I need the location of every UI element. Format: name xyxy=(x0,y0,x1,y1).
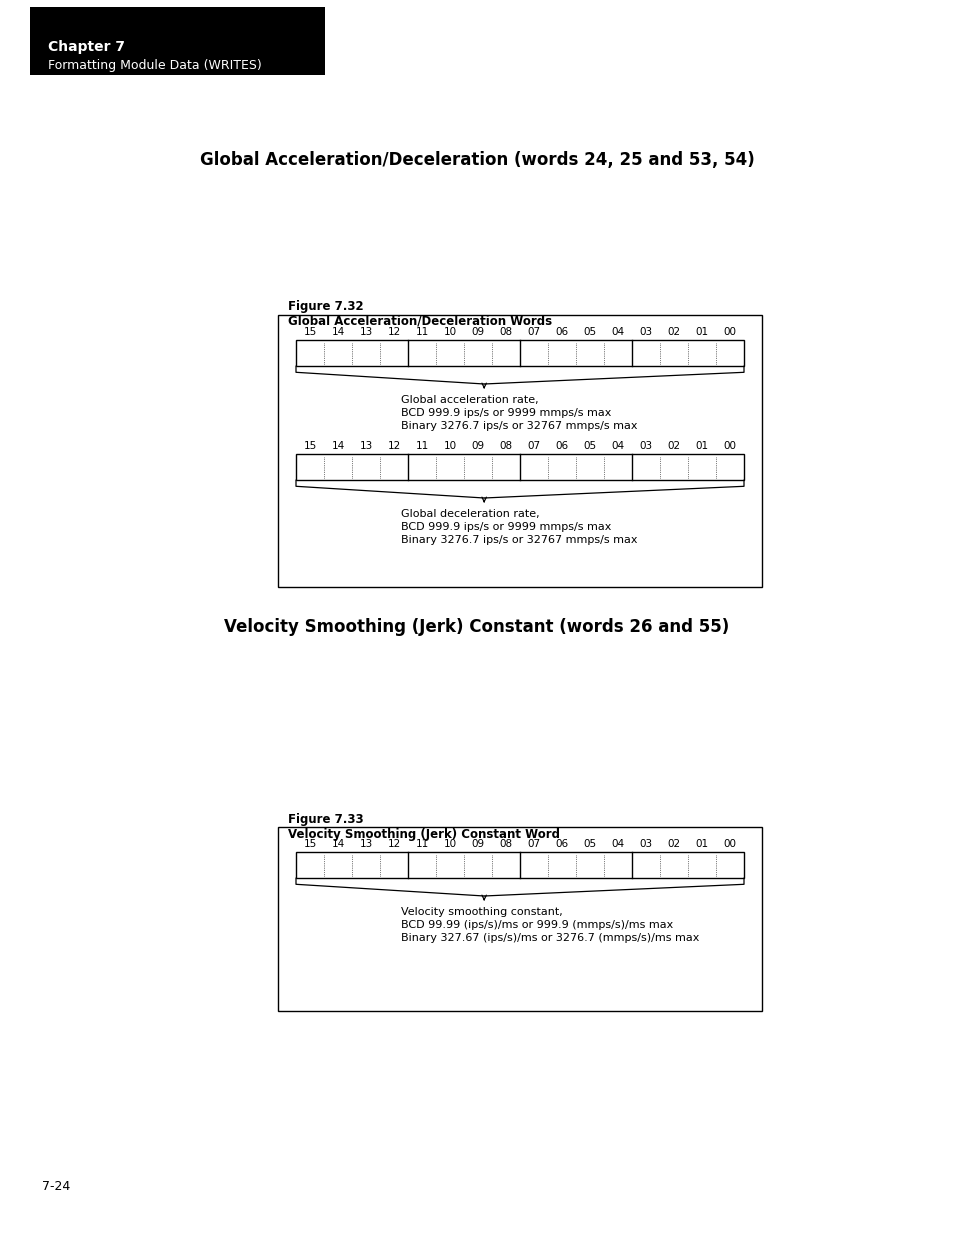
Text: 08: 08 xyxy=(499,839,512,848)
Text: 11: 11 xyxy=(415,327,428,337)
Text: 10: 10 xyxy=(443,327,456,337)
Text: 05: 05 xyxy=(583,441,596,451)
Text: 07: 07 xyxy=(527,441,540,451)
Text: 14: 14 xyxy=(331,441,344,451)
Text: 12: 12 xyxy=(387,441,400,451)
Text: 02: 02 xyxy=(667,327,679,337)
Text: Velocity smoothing constant,: Velocity smoothing constant, xyxy=(400,906,562,918)
Text: 04: 04 xyxy=(611,327,624,337)
Text: 13: 13 xyxy=(359,327,373,337)
Text: 7-24: 7-24 xyxy=(42,1179,71,1193)
Bar xyxy=(30,7,325,75)
Text: 02: 02 xyxy=(667,441,679,451)
Bar xyxy=(295,852,743,878)
Text: 07: 07 xyxy=(527,327,540,337)
Text: 03: 03 xyxy=(639,327,652,337)
Text: 14: 14 xyxy=(331,839,344,848)
Text: 03: 03 xyxy=(639,839,652,848)
Bar xyxy=(277,827,761,1011)
Text: 00: 00 xyxy=(722,441,736,451)
Text: BCD 999.9 ips/s or 9999 mmps/s max: BCD 999.9 ips/s or 9999 mmps/s max xyxy=(400,408,611,417)
Text: 08: 08 xyxy=(499,441,512,451)
Text: 01: 01 xyxy=(695,327,708,337)
Text: 07: 07 xyxy=(527,839,540,848)
Text: Formatting Module Data (WRITES): Formatting Module Data (WRITES) xyxy=(48,59,261,72)
Text: 00: 00 xyxy=(722,327,736,337)
Text: 14: 14 xyxy=(331,327,344,337)
Text: 06: 06 xyxy=(555,441,568,451)
Text: Binary 327.67 (ips/s)/ms or 3276.7 (mmps/s)/ms max: Binary 327.67 (ips/s)/ms or 3276.7 (mmps… xyxy=(400,932,699,944)
Text: 13: 13 xyxy=(359,839,373,848)
Text: 11: 11 xyxy=(415,441,428,451)
Text: 09: 09 xyxy=(471,327,484,337)
Bar xyxy=(295,340,743,366)
Text: 15: 15 xyxy=(303,327,316,337)
Text: 12: 12 xyxy=(387,327,400,337)
Bar xyxy=(295,454,743,480)
Text: 05: 05 xyxy=(583,327,596,337)
Text: 15: 15 xyxy=(303,441,316,451)
Text: 04: 04 xyxy=(611,441,624,451)
Text: 11: 11 xyxy=(415,839,428,848)
Text: Chapter 7: Chapter 7 xyxy=(48,40,125,54)
Text: Global acceleration rate,: Global acceleration rate, xyxy=(400,395,538,405)
Text: BCD 999.9 ips/s or 9999 mmps/s max: BCD 999.9 ips/s or 9999 mmps/s max xyxy=(400,522,611,532)
Text: 08: 08 xyxy=(499,327,512,337)
Text: 04: 04 xyxy=(611,839,624,848)
Text: Global Acceleration/Deceleration (words 24, 25 and 53, 54): Global Acceleration/Deceleration (words … xyxy=(199,151,754,169)
Text: 12: 12 xyxy=(387,839,400,848)
Bar xyxy=(277,315,761,587)
Text: Figure 7.32: Figure 7.32 xyxy=(288,300,363,312)
Text: Global deceleration rate,: Global deceleration rate, xyxy=(400,509,539,519)
Text: Global Acceleration/Deceleration Words: Global Acceleration/Deceleration Words xyxy=(288,315,552,329)
Text: 06: 06 xyxy=(555,839,568,848)
Text: 05: 05 xyxy=(583,839,596,848)
Text: 02: 02 xyxy=(667,839,679,848)
Text: 06: 06 xyxy=(555,327,568,337)
Text: Figure 7.33: Figure 7.33 xyxy=(288,813,363,826)
Text: 10: 10 xyxy=(443,441,456,451)
Text: 09: 09 xyxy=(471,441,484,451)
Text: 13: 13 xyxy=(359,441,373,451)
Text: 03: 03 xyxy=(639,441,652,451)
Text: 15: 15 xyxy=(303,839,316,848)
Text: Binary 3276.7 ips/s or 32767 mmps/s max: Binary 3276.7 ips/s or 32767 mmps/s max xyxy=(400,421,637,431)
Text: Velocity Smoothing (Jerk) Constant Word: Velocity Smoothing (Jerk) Constant Word xyxy=(288,827,559,841)
Text: 01: 01 xyxy=(695,441,708,451)
Text: Binary 3276.7 ips/s or 32767 mmps/s max: Binary 3276.7 ips/s or 32767 mmps/s max xyxy=(400,535,637,545)
Text: BCD 99.99 (ips/s)/ms or 999.9 (mmps/s)/ms max: BCD 99.99 (ips/s)/ms or 999.9 (mmps/s)/m… xyxy=(400,920,673,930)
Text: 09: 09 xyxy=(471,839,484,848)
Text: 01: 01 xyxy=(695,839,708,848)
Text: Velocity Smoothing (Jerk) Constant (words 26 and 55): Velocity Smoothing (Jerk) Constant (word… xyxy=(224,618,729,636)
Text: 10: 10 xyxy=(443,839,456,848)
Text: 00: 00 xyxy=(722,839,736,848)
